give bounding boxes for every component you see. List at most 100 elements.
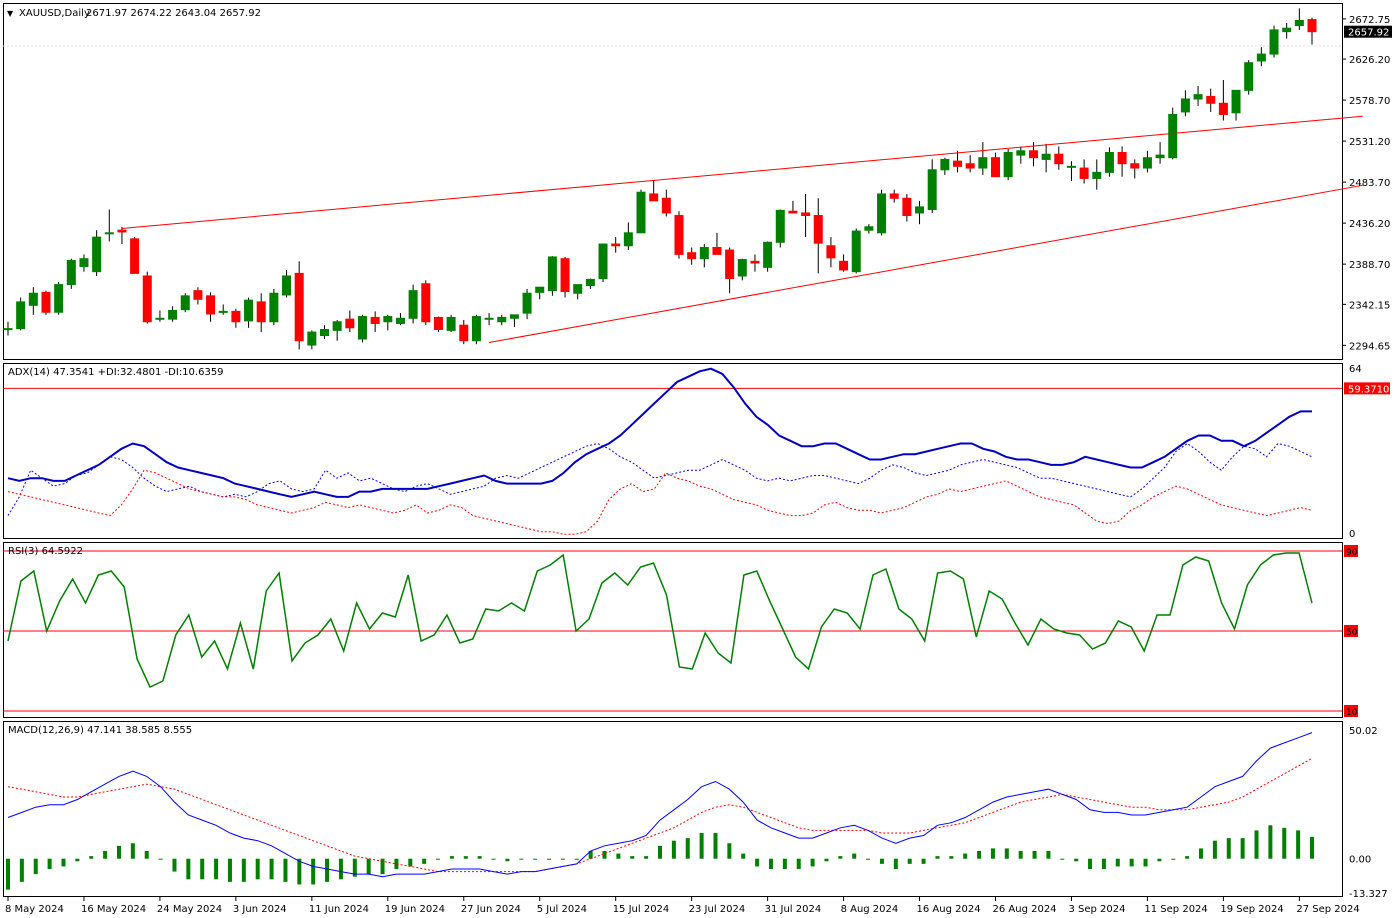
macd-histogram-bar [658,845,662,859]
candle-body [180,295,190,311]
symbol-dropdown-icon[interactable]: ▼ [7,9,14,18]
rsi-level-badge [1344,705,1358,717]
macd-histogram-bar [1143,858,1148,867]
candle-body [1142,157,1152,169]
price-tick-label: 2531.20 [1349,137,1390,148]
macd-histogram-bar [89,856,94,859]
macd-histogram-bar [1282,827,1287,859]
macd-histogram-bar [19,858,24,882]
date-tick-label: 3 Sep 2024 [1068,904,1125,915]
candle-body [687,252,697,260]
candle-body [927,169,937,210]
axis-layer: 2672.75 2626.20 2578.70 2531.20 2483.70 2436.… [5,15,1392,915]
macd-histogram-bar [671,840,676,859]
candle-body [965,163,975,169]
candle-body [611,243,621,247]
candle-body [104,232,114,235]
candle-body [28,292,38,306]
macd-histogram-bar [879,858,884,864]
candle-body [54,284,64,313]
macd-histogram-bar [352,858,357,877]
candle-body [547,256,557,292]
macd-histogram-bar [935,856,940,859]
adx-line [7,367,1312,498]
macd-histogram-bar [449,856,454,859]
macd-histogram-bar [1088,858,1093,870]
candle-body [1003,152,1013,178]
macd-histogram-bar [713,832,718,859]
macd-histogram-bar [200,858,205,880]
candle-body [940,158,950,171]
macd-histogram-bar [463,856,468,859]
adx-panel[interactable] [3,363,1343,539]
macd-histogram-bar [602,850,607,859]
candle-body [193,290,203,300]
macd-histogram-bar [269,858,274,880]
rsi-level-label: 50 [1346,628,1358,638]
candle-body [1168,114,1178,159]
macd-histogram-bar [588,850,593,859]
candle-body [813,215,823,244]
date-tick-label: 19 Sep 2024 [1220,904,1283,915]
date-tick-label: 11 Sep 2024 [1144,904,1207,915]
macd-histogram-bar [1310,836,1314,859]
macd-histogram-bar [533,858,538,860]
candle-body [471,316,481,342]
candle-body [1155,154,1165,159]
macd-histogram-bar [366,858,371,875]
candle-body [598,243,608,280]
candle-body [1130,163,1140,169]
macd-histogram-bar [963,853,968,859]
macd-signal-line [7,757,1313,873]
candle-body [130,238,140,274]
date-tick-label: 23 Jul 2024 [689,904,746,915]
candle-body [750,260,760,264]
macd-histogram-bar [755,858,760,867]
macd-histogram-bar [560,858,565,860]
date-tick-label: 8 Aug 2024 [841,904,899,915]
macd-histogram-bar [727,843,732,859]
price-panel[interactable] [3,3,1343,360]
macd-histogram-bar [1115,858,1120,867]
candle-body [1218,102,1228,116]
macd-histogram-bar [977,850,982,859]
candle-body [649,193,659,202]
candle-body [851,230,861,273]
candle-body [1256,53,1266,62]
price-tick-label: 2388.70 [1349,260,1390,271]
macd-histogram-bar [685,838,690,859]
macd-histogram-bar [1074,858,1079,862]
macd-histogram-bar [1046,850,1051,859]
date-tick-label: 3 Jun 2024 [233,904,287,915]
candle-body [1269,29,1279,55]
candle-body [535,286,545,293]
macd-histogram-bar [519,858,524,860]
macd-histogram-bar [283,858,288,882]
macd-histogram-bar [75,858,80,862]
candle-body [395,317,405,324]
macd-panel[interactable] [3,721,1343,897]
macd-histogram-bar [505,858,510,862]
macd-histogram-bar [782,858,787,870]
candle-body [92,236,102,273]
macd-histogram-bar [838,856,843,859]
candle-body [509,314,519,319]
current-price-badge [1344,25,1392,38]
candle-body [573,284,583,294]
current-price-label: 2657.92 [1348,28,1389,39]
macd-histogram-bar [1296,830,1301,859]
date-tick-label: 19 Jun 2024 [385,904,445,915]
ohlc-readout: 2671.97 2674.22 2643.04 2657.92 [86,8,261,19]
candle-body [674,215,684,255]
candle-body [3,328,13,331]
candle-body [826,245,836,259]
macd-histogram-bar [893,858,898,870]
rsi-line [7,552,1313,688]
candle-body [269,292,279,323]
macd-histogram-bar [574,858,579,860]
macd-histogram-bar [116,845,121,859]
adx-level-label: 59.3710 [1348,384,1389,395]
macd-histogram-bar [1212,840,1217,859]
macd-histogram-bar [866,858,871,860]
